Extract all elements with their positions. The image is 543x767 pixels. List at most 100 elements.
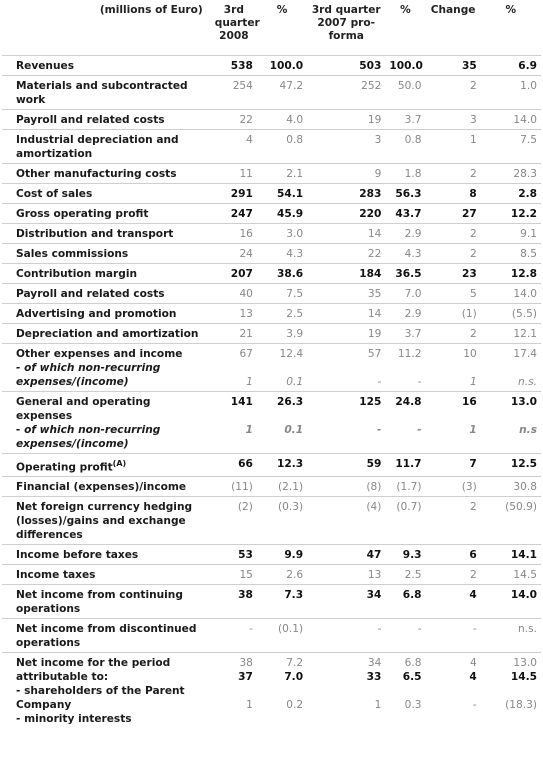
row-label-cell: Financial (expenses)/income (2, 476, 211, 497)
value: 12.5 (510, 457, 537, 470)
table-row: General and operating expenses - of which… (2, 390, 541, 453)
value: 2 (469, 227, 477, 240)
value: 22 (367, 247, 382, 260)
value: 12.3 (276, 457, 304, 470)
row-label: Industrial depreciation and amortization (16, 133, 179, 160)
value-cell: 19 (307, 108, 386, 129)
value-cell: 14.0 (480, 108, 541, 129)
minority-value: 1 (246, 699, 253, 712)
value-cell: 6.8 (385, 584, 426, 619)
header-pct-2007: % (400, 4, 411, 16)
value-cell: (5.5) (480, 302, 541, 323)
table-row: Advertising and promotion 13 2.5 14 2.9 (1) (5… (2, 302, 541, 323)
row-label: Revenues (16, 59, 75, 72)
row-label-cell: General and operating expenses - of which… (2, 390, 211, 453)
value-cell: 12.4 0.1 (256, 342, 308, 391)
header-pct-change: % (505, 4, 517, 16)
sub-value: n.s (519, 423, 537, 436)
row-label-cell: Cost of sales (2, 182, 211, 203)
value: 12.8 (510, 267, 537, 280)
value-cell: 8.5 (480, 242, 541, 263)
value: 11.2 (397, 347, 422, 360)
value-cell: 22 (307, 242, 386, 263)
value-cell: 7 (425, 452, 481, 477)
value: 17.4 (513, 347, 537, 360)
row-label-cell: Contribution margin (2, 262, 211, 283)
value-cell: 19 (307, 322, 386, 343)
value: 9 (374, 167, 382, 180)
value: 38 (239, 657, 253, 670)
value: 66 (238, 457, 253, 470)
value-cell: 13 (307, 564, 386, 585)
value: 11 (239, 167, 253, 180)
value-cell: 184 (307, 262, 386, 283)
row-label-cell: Industrial depreciation and amortization (2, 128, 211, 163)
table-row: Cost of sales 291 54.1 283 56.3 8 2.8 (2, 182, 541, 203)
value: 2.5 (286, 307, 304, 320)
value: (1) (461, 307, 477, 320)
row-label-cell: Income before taxes (2, 544, 211, 565)
value-cell: 9.1 (480, 222, 541, 243)
value-cell: 6.8 6.5 0.3 (385, 652, 426, 729)
value-cell: 67 1 (210, 342, 257, 391)
value-cell: 14 (307, 222, 386, 243)
value-cell: 59 (307, 452, 386, 477)
value: (4) (366, 501, 382, 514)
value: 54.1 (276, 187, 304, 200)
value-cell: 16 (210, 222, 257, 243)
value: (2) (237, 501, 253, 514)
value: 14.5 (513, 569, 537, 582)
value-cell: (1) (425, 302, 481, 323)
value: 141 (230, 395, 253, 408)
value: 5 (469, 287, 477, 300)
value: 12.1 (513, 327, 537, 340)
value-cell: 54.1 (256, 182, 308, 203)
income-statement-table: (millions of Euro) 3rd quarter 2008 % 3r… (2, 0, 541, 729)
value-cell: (1.7) (385, 476, 426, 497)
value-cell: 26.3 0.1 (256, 390, 308, 453)
table-row: Income before taxes 53 9.9 47 9.3 6 14.1 (2, 544, 541, 565)
value-cell: 5 (425, 282, 481, 303)
row-sublabel: - of which non-recurring expenses/(incom… (16, 361, 161, 388)
value: 1 (469, 133, 477, 146)
value: 7.2 (286, 657, 304, 670)
value-cell: 7.5 (256, 282, 308, 303)
value-cell: 22 (210, 108, 257, 129)
row-label-cell: Income taxes (2, 564, 211, 585)
value: 2.5 (404, 569, 422, 582)
value: 0.8 (286, 133, 304, 146)
value-cell: 2.8 (480, 182, 541, 203)
header-pct-2008: % (276, 4, 288, 16)
value: 3 (374, 133, 382, 146)
table-row: Net income from discontinued operations -… (2, 618, 541, 653)
value: - (249, 623, 253, 636)
sub-value: - (376, 423, 382, 436)
header-row: (millions of Euro) 3rd quarter 2008 % 3r… (2, 0, 541, 55)
row-label: Net income from discontinued operations (16, 623, 197, 650)
value: 43.7 (395, 207, 422, 220)
value-cell: 14.5 (480, 564, 541, 585)
value: 47.2 (279, 79, 304, 92)
value-cell: 14.0 (480, 584, 541, 619)
value: 50.0 (397, 79, 422, 92)
row-label-cell: Gross operating profit (2, 202, 211, 223)
row-label-cell: Other manufacturing costs (2, 162, 211, 183)
value: 14 (367, 307, 382, 320)
value-cell: 21 (210, 322, 257, 343)
row-label-cell: Depreciation and amortization (2, 322, 211, 343)
value: 19 (367, 327, 382, 340)
value: 57 (367, 347, 382, 360)
value: 3.0 (286, 227, 304, 240)
value: 4.3 (404, 247, 422, 260)
row-label: Income taxes (16, 569, 96, 582)
row-label: Sales commissions (16, 247, 129, 260)
minority-value: 0.2 (286, 699, 304, 712)
parent-value: 37 (238, 671, 253, 684)
value: 1.8 (404, 167, 422, 180)
value-cell: 3 (307, 128, 386, 163)
value: 6 (469, 549, 477, 562)
value: 13 (239, 307, 253, 320)
sub-value: - (377, 375, 382, 388)
value: 8 (469, 187, 477, 200)
value: 4 (469, 589, 477, 602)
